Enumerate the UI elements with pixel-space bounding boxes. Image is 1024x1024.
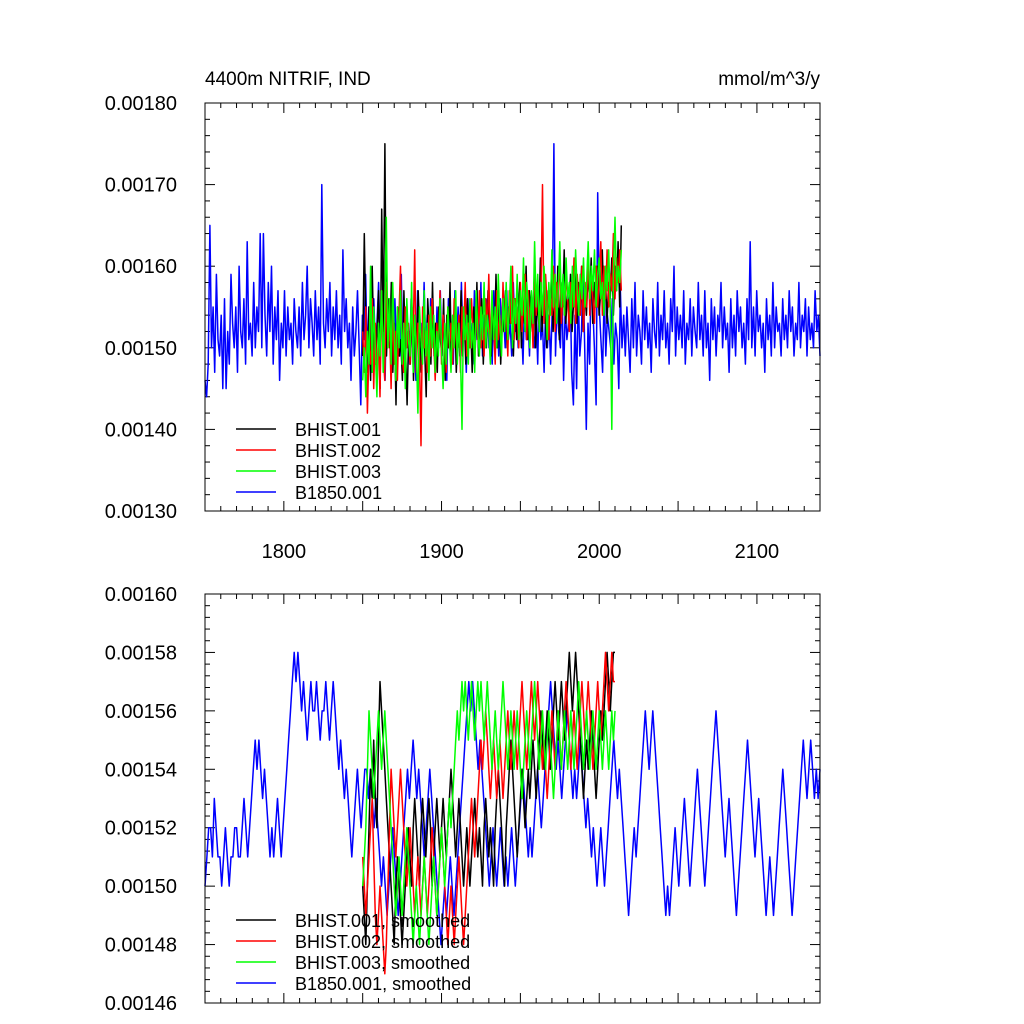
- y-tick-label: 0.00170: [105, 175, 177, 197]
- chart-1: 4400m NITRIF, IND mmol/m^3/y 0.001300.00…: [105, 69, 821, 563]
- y-tick-label: 0.00160: [105, 584, 177, 606]
- y-tick-label: 0.00152: [105, 818, 177, 840]
- chart-1-y-tick-labels: 0.00130 0.00140 0.00150 0.00160 0.00170 0.001…: [105, 93, 177, 523]
- series-line-3: [361, 216, 623, 431]
- y-tick-label: 0.00180: [105, 93, 177, 115]
- y-tick-label: 0.00148: [105, 935, 177, 957]
- chart-1-series: [204, 143, 821, 447]
- series-line-1: [361, 651, 615, 946]
- y-tick-label: 0.00156: [105, 701, 177, 723]
- chart-1-plot-frame: [204, 102, 821, 512]
- series-line-3: [361, 680, 616, 946]
- x-tick-label: 1900: [419, 541, 464, 563]
- chart-1-title-right: mmol/m^3/y: [718, 69, 820, 90]
- y-tick-label: 0.00158: [105, 642, 177, 664]
- x-tick-label: 1800: [262, 541, 307, 563]
- legend-label: BHIST.001: [295, 420, 381, 440]
- x-tick-label: 2100: [735, 541, 780, 563]
- y-tick-label: 0.00130: [105, 501, 177, 523]
- legend-label: B1850.001: [295, 483, 382, 503]
- y-tick-label: 0.00146: [105, 993, 177, 1015]
- y-tick-label: 0.00140: [105, 419, 177, 441]
- chart-2-series: [204, 651, 821, 975]
- series-line-2: [361, 651, 615, 975]
- series-line-4: [204, 651, 821, 946]
- y-tick-label: 0.00160: [105, 256, 177, 278]
- legend-label: BHIST.003: [295, 462, 381, 482]
- legend-label: BHIST.001, smoothed: [295, 911, 470, 931]
- y-tick-label: 0.00154: [105, 759, 177, 781]
- y-tick-label: 0.00150: [105, 338, 177, 360]
- chart-2-plot-frame: [204, 593, 821, 1004]
- legend-label: B1850.001, smoothed: [295, 974, 471, 994]
- legend-label: BHIST.002: [295, 441, 381, 461]
- chart-2-y-tick-labels: 0.00146 0.00148 0.00150 0.00152 0.00154 0.001…: [105, 584, 177, 1015]
- y-tick-label: 0.00150: [105, 876, 177, 898]
- chart-1-x-tick-labels: 1800 1900 2000 2100: [262, 541, 780, 563]
- chart-1-title-left: 4400m NITRIF, IND: [205, 69, 371, 90]
- chart-2: 0.00146 0.00148 0.00150 0.00152 0.00154 0.001…: [105, 584, 821, 1015]
- x-tick-label: 2000: [577, 541, 622, 563]
- legend-label: BHIST.002, smoothed: [295, 932, 470, 952]
- legend-label: BHIST.003, smoothed: [295, 953, 470, 973]
